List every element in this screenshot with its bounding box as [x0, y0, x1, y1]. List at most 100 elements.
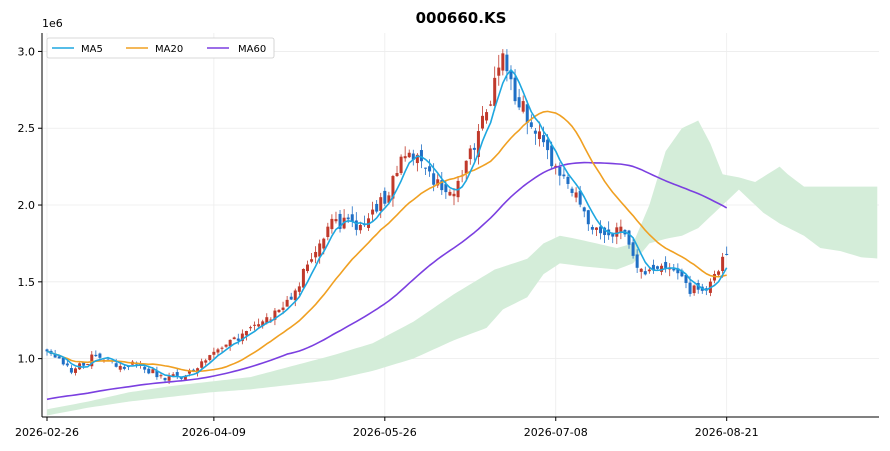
- candle: [464, 160, 468, 182]
- candle: [570, 186, 574, 197]
- candle: [371, 201, 375, 222]
- candle-body: [281, 307, 285, 310]
- candle-body: [354, 220, 358, 230]
- candle-body: [151, 369, 155, 374]
- candle-body: [525, 104, 529, 123]
- candle: [525, 100, 529, 135]
- candle: [326, 222, 330, 241]
- candle: [399, 154, 403, 175]
- candle: [314, 246, 318, 264]
- candle: [208, 354, 212, 362]
- candle-body: [57, 356, 61, 359]
- candle: [69, 365, 73, 375]
- candle-body: [322, 238, 326, 249]
- grid-lines: [42, 33, 879, 417]
- candle: [574, 187, 578, 203]
- axes: 1.0 1.5 2.0 2.5 3.0 2026-02-26 2026-04-09 2026-…: [15, 33, 879, 439]
- candle-body: [676, 268, 680, 274]
- candle-body: [301, 268, 305, 288]
- candle-body: [505, 54, 509, 72]
- candle-body: [269, 319, 273, 321]
- candle-body: [196, 368, 200, 373]
- candle: [114, 358, 118, 368]
- candle: [424, 167, 428, 175]
- candle: [192, 368, 196, 371]
- candle-body: [725, 253, 729, 255]
- candle: [293, 288, 297, 307]
- candle-body: [444, 184, 448, 193]
- x-tick-label: 2026-05-26: [353, 426, 417, 439]
- y-tick-label: 1.5: [18, 276, 36, 289]
- candle-body: [586, 210, 590, 225]
- y-tick-label: 2.0: [18, 199, 36, 212]
- candle-body: [472, 147, 476, 150]
- candle-body: [468, 148, 472, 160]
- candle: [627, 229, 631, 249]
- candle-body: [346, 217, 350, 220]
- candle: [257, 318, 261, 329]
- candle-body: [570, 188, 574, 193]
- candle-body: [69, 368, 73, 373]
- candle: [94, 350, 98, 358]
- candle-body: [305, 264, 309, 272]
- candle: [562, 166, 566, 179]
- candle: [493, 66, 497, 111]
- candle-body: [375, 203, 379, 212]
- candle-body: [273, 310, 277, 320]
- candle-body: [395, 173, 399, 177]
- candle: [403, 146, 407, 162]
- candle: [253, 321, 257, 331]
- ma5-line: [46, 69, 728, 378]
- candle-body: [647, 269, 651, 272]
- candle-body: [200, 361, 204, 368]
- candle: [358, 221, 362, 234]
- candle-body: [688, 282, 692, 294]
- candle-body: [558, 166, 562, 176]
- candle: [586, 209, 590, 231]
- x-tick-label: 2026-07-08: [524, 426, 588, 439]
- candle-body: [86, 364, 90, 366]
- y-tick-label: 2.5: [18, 122, 36, 135]
- candle-body: [257, 324, 261, 327]
- candle: [436, 173, 440, 188]
- moving-averages: [46, 69, 728, 401]
- candle: [297, 282, 301, 296]
- ma20-line: [46, 110, 727, 373]
- candle: [631, 237, 635, 259]
- candle-body: [664, 261, 668, 268]
- candle: [452, 188, 456, 206]
- candle: [668, 263, 672, 277]
- candle: [509, 65, 513, 91]
- candle: [383, 187, 387, 207]
- candle: [497, 54, 501, 86]
- legend-label-ma60: MA60: [238, 44, 266, 55]
- candle-body: [562, 174, 566, 177]
- candle-body: [261, 321, 265, 327]
- candle: [607, 221, 611, 240]
- candle: [537, 121, 541, 147]
- candle-body: [167, 376, 171, 381]
- candle-body: [517, 97, 521, 108]
- candle-body: [403, 156, 407, 159]
- candle: [619, 219, 623, 240]
- candle: [65, 360, 69, 368]
- candle: [582, 206, 586, 218]
- candle-body: [419, 150, 423, 162]
- candle: [249, 325, 252, 332]
- ma60-line: [46, 161, 728, 401]
- cloud-bullish: [47, 120, 878, 416]
- candle: [90, 351, 94, 370]
- legend: MA5 MA20 MA60: [46, 37, 275, 59]
- candle-body: [183, 376, 187, 380]
- candle-body: [45, 349, 49, 352]
- candle: [489, 100, 493, 107]
- candle-body: [603, 227, 607, 235]
- candle-body: [672, 269, 676, 271]
- candle-body: [407, 152, 411, 158]
- candle-body: [489, 104, 493, 106]
- candle-body: [594, 227, 598, 230]
- candle-body: [236, 338, 240, 341]
- candle-body: [537, 131, 541, 139]
- candle: [635, 249, 639, 273]
- candle-body: [684, 275, 688, 283]
